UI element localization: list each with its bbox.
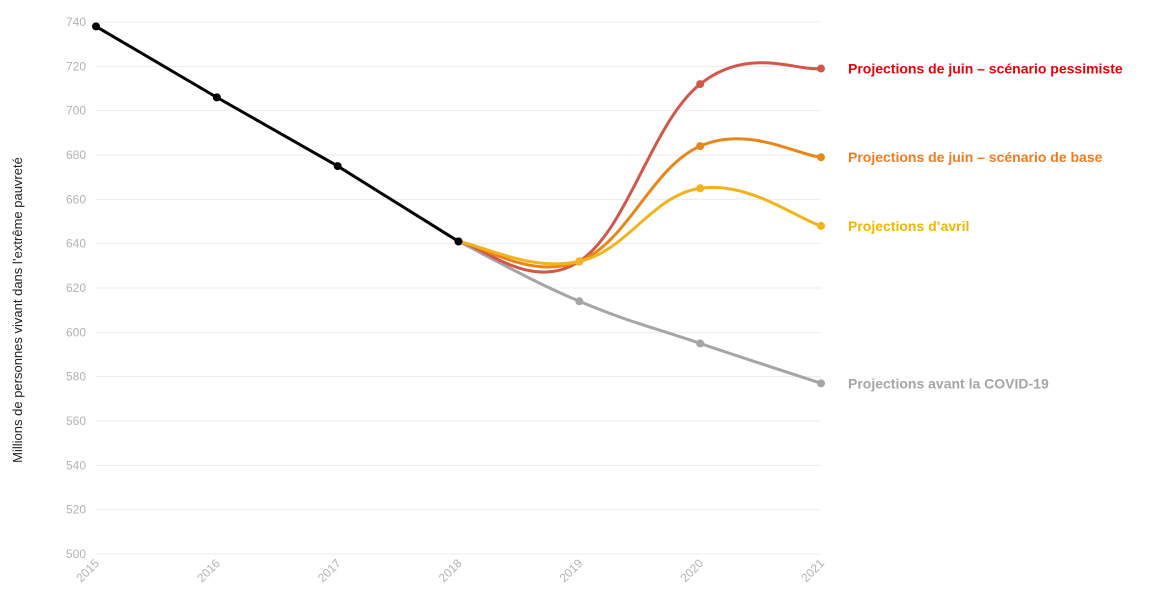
data-point [817, 221, 825, 230]
y-tick-label: 620 [66, 281, 86, 295]
series-label: Projections avant la COVID-19 [848, 375, 1049, 391]
data-point [696, 184, 705, 193]
y-axis-label: Millions de personnes vivant dans l’extr… [10, 157, 25, 463]
series-line [94, 24, 460, 243]
series-label: Projections de juin – scénario pessimist… [848, 61, 1123, 77]
y-tick-label: 720 [66, 59, 86, 73]
x-axis-ticks: 2015 2016 2017 2018 2019 2020 2021 [73, 556, 827, 585]
data-point [696, 80, 705, 89]
x-tick-label: 2016 [194, 556, 223, 585]
y-tick-label: 740 [66, 15, 86, 29]
y-tick-label: 640 [66, 237, 86, 251]
y-tick-label: 560 [66, 414, 86, 428]
y-tick-label: 540 [66, 458, 86, 472]
data-point [575, 257, 584, 266]
data-point [454, 237, 463, 246]
y-tick-label: 600 [66, 325, 86, 339]
series-label: Projections de juin – scénario de base [848, 149, 1103, 165]
y-tick-label: 580 [66, 370, 86, 384]
data-point [817, 64, 825, 73]
x-tick-label: 2020 [678, 556, 707, 585]
x-tick-label: 2019 [557, 556, 586, 585]
data-point [696, 142, 705, 151]
data-point [212, 93, 221, 102]
series-line [457, 61, 823, 274]
series-lines [92, 22, 825, 388]
series-labels: Projections avant la COVID-19 Projections… [848, 61, 1123, 392]
x-tick-label: 2017 [315, 556, 344, 585]
y-tick-label: 700 [66, 104, 86, 118]
y-tick-label: 500 [66, 547, 86, 561]
y-tick-label: 660 [66, 192, 86, 206]
y-axis-ticks: 500 520 540 560 580 600 620 640 660 680 700 720 740 [66, 15, 86, 561]
series-label: Projections d’avril [848, 218, 969, 234]
series-line [457, 239, 823, 385]
series-line [457, 137, 823, 269]
data-point [817, 153, 825, 162]
data-point [817, 379, 825, 388]
data-point [333, 162, 342, 171]
y-tick-label: 520 [66, 503, 86, 517]
data-point [92, 22, 100, 31]
x-tick-label: 2021 [798, 556, 827, 585]
data-point [575, 297, 584, 306]
series-line [457, 185, 823, 266]
data-point [696, 339, 705, 348]
gridlines [96, 21, 821, 555]
y-tick-label: 680 [66, 148, 86, 162]
x-tick-label: 2018 [436, 556, 465, 585]
